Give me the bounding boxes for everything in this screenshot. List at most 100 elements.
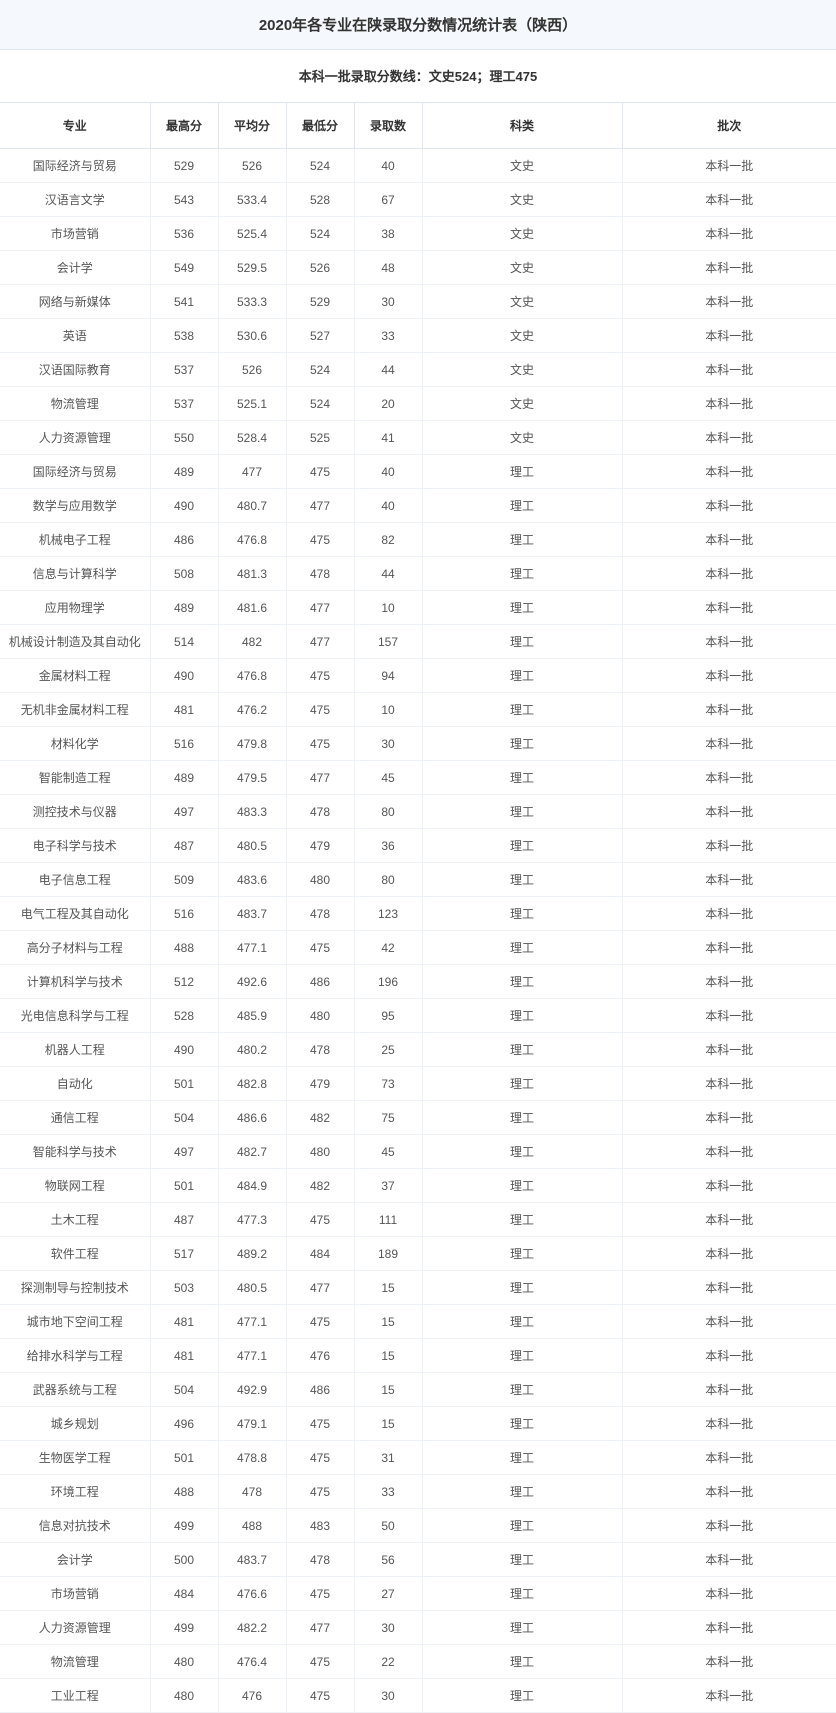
table-cell: 38 [354,217,422,251]
table-cell: 本科一批 [622,659,836,693]
table-cell: 488 [150,1475,218,1509]
table-cell: 信息对抗技术 [0,1509,150,1543]
table-row: 环境工程48847847533理工本科一批 [0,1475,836,1509]
table-cell: 503 [150,1271,218,1305]
table-cell: 536 [150,217,218,251]
table-cell: 本科一批 [622,897,836,931]
table-cell: 物联网工程 [0,1169,150,1203]
table-cell: 499 [150,1611,218,1645]
table-cell: 本科一批 [622,625,836,659]
title-row: 2020年各专业在陕录取分数情况统计表（陕西） [0,0,836,50]
table-row: 会计学549529.552648文史本科一批 [0,251,836,285]
table-cell: 10 [354,693,422,727]
table-cell: 486 [286,965,354,999]
table-row: 计算机科学与技术512492.6486196理工本科一批 [0,965,836,999]
table-cell: 489 [150,455,218,489]
table-row: 工业工程48047647530理工本科一批 [0,1679,836,1713]
table-cell: 汉语国际教育 [0,353,150,387]
table-row: 国际经济与贸易52952652440文史本科一批 [0,149,836,183]
table-row: 汉语国际教育53752652444文史本科一批 [0,353,836,387]
table-row: 机械设计制造及其自动化514482477157理工本科一批 [0,625,836,659]
table-cell: 489.2 [218,1237,286,1271]
table-cell: 本科一批 [622,1339,836,1373]
table-cell: 481.3 [218,557,286,591]
table-cell: 524 [286,353,354,387]
table-row: 机械电子工程486476.847582理工本科一批 [0,523,836,557]
table-cell: 文史 [422,285,622,319]
table-cell: 计算机科学与技术 [0,965,150,999]
table-cell: 理工 [422,931,622,965]
table-cell: 475 [286,1203,354,1237]
table-cell: 123 [354,897,422,931]
table-cell: 工业工程 [0,1679,150,1713]
table-cell: 27 [354,1577,422,1611]
table-row: 市场营销484476.647527理工本科一批 [0,1577,836,1611]
table-cell: 文史 [422,251,622,285]
table-cell: 475 [286,1441,354,1475]
table-header-row: 专业 最高分 平均分 最低分 录取数 科类 批次 [0,103,836,149]
table-cell: 本科一批 [622,1169,836,1203]
table-cell: 30 [354,1611,422,1645]
table-cell: 33 [354,1475,422,1509]
table-row: 汉语言文学543533.452867文史本科一批 [0,183,836,217]
table-cell: 本科一批 [622,1033,836,1067]
table-cell: 82 [354,523,422,557]
table-row: 武器系统与工程504492.948615理工本科一批 [0,1373,836,1407]
admission-table: 专业 最高分 平均分 最低分 录取数 科类 批次 国际经济与贸易52952652… [0,103,836,1713]
col-header-avg: 平均分 [218,103,286,149]
table-cell: 492.6 [218,965,286,999]
table-cell: 526 [218,353,286,387]
table-cell: 31 [354,1441,422,1475]
table-cell: 485.9 [218,999,286,1033]
table-cell: 理工 [422,523,622,557]
table-cell: 理工 [422,1169,622,1203]
table-row: 材料化学516479.847530理工本科一批 [0,727,836,761]
table-cell: 本科一批 [622,489,836,523]
table-cell: 理工 [422,1339,622,1373]
table-cell: 15 [354,1271,422,1305]
table-cell: 477 [286,761,354,795]
table-cell: 477 [286,489,354,523]
table-cell: 理工 [422,965,622,999]
table-cell: 501 [150,1169,218,1203]
table-cell: 80 [354,863,422,897]
table-cell: 524 [286,387,354,421]
table-cell: 10 [354,591,422,625]
table-cell: 484 [150,1577,218,1611]
table-cell: 549 [150,251,218,285]
table-cell: 490 [150,659,218,693]
table-cell: 土木工程 [0,1203,150,1237]
table-cell: 理工 [422,1033,622,1067]
table-row: 自动化501482.847973理工本科一批 [0,1067,836,1101]
table-cell: 材料化学 [0,727,150,761]
table-cell: 525 [286,421,354,455]
table-cell: 476.8 [218,523,286,557]
table-cell: 529 [150,149,218,183]
table-cell: 30 [354,1679,422,1713]
table-cell: 482.2 [218,1611,286,1645]
table-cell: 本科一批 [622,455,836,489]
table-cell: 526 [218,149,286,183]
table-cell: 42 [354,931,422,965]
table-cell: 482 [286,1101,354,1135]
table-cell: 488 [150,931,218,965]
table-cell: 476 [286,1339,354,1373]
table-cell: 73 [354,1067,422,1101]
table-cell: 477.3 [218,1203,286,1237]
table-cell: 484.9 [218,1169,286,1203]
table-cell: 应用物理学 [0,591,150,625]
table-row: 电气工程及其自动化516483.7478123理工本科一批 [0,897,836,931]
table-cell: 50 [354,1509,422,1543]
table-cell: 538 [150,319,218,353]
table-cell: 41 [354,421,422,455]
table-row: 数学与应用数学490480.747740理工本科一批 [0,489,836,523]
table-cell: 通信工程 [0,1101,150,1135]
table-cell: 市场营销 [0,217,150,251]
table-cell: 480.2 [218,1033,286,1067]
col-header-count: 录取数 [354,103,422,149]
table-cell: 40 [354,455,422,489]
table-row: 会计学500483.747856理工本科一批 [0,1543,836,1577]
table-cell: 480.5 [218,1271,286,1305]
table-cell: 476 [218,1679,286,1713]
table-cell: 488 [218,1509,286,1543]
